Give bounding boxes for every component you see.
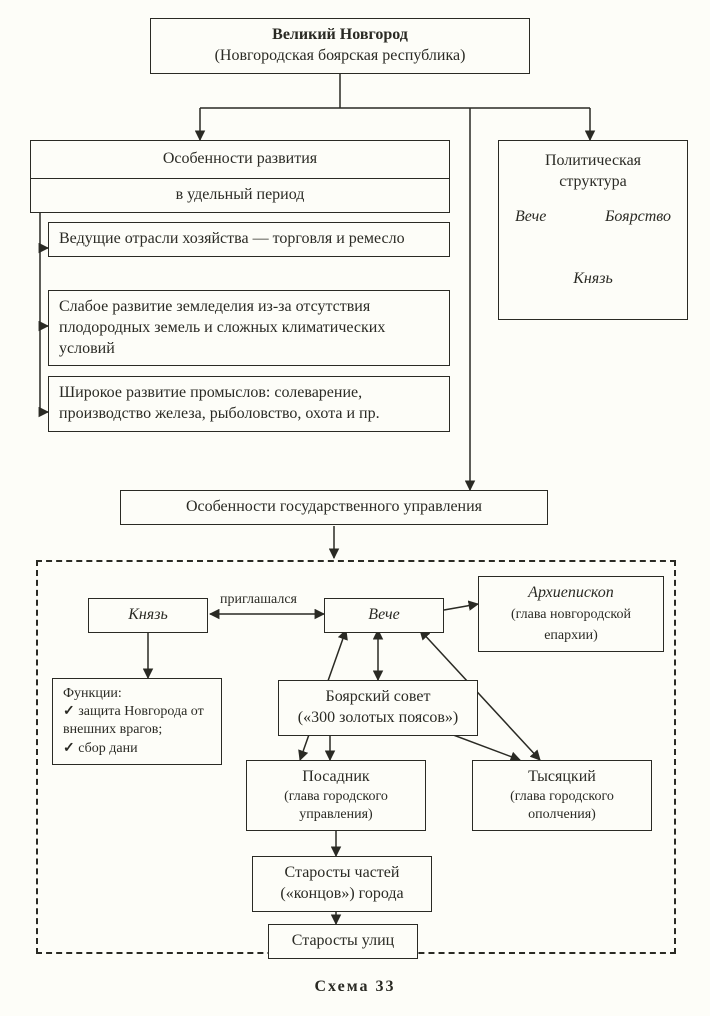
st1-l1: Старосты частей [263,863,421,884]
posadnik-l1: Посадник [257,767,415,788]
gov-tysyatsky: Тысяцкий (глава городского ополчения) [472,760,652,831]
arch-sub: (глава новгородской епархии) [511,607,631,643]
council-l1: Боярский совет [289,687,467,708]
feature-1: Ведущие отрасли хозяйства — торговля и р… [48,222,450,257]
gov-veche: Вече [324,598,444,633]
func-2: сбор дани [63,740,211,758]
polit-header-l1: Политическая [509,151,677,172]
polit-header-l2: структура [509,172,677,193]
gov-knyaz: Князь [88,598,208,633]
gov-posadnik: Посадник (глава городского управления) [246,760,426,831]
tys-l2: (глава городского ополчения) [483,788,641,824]
arch-title: Архиепископ [528,584,614,601]
title-box: Великий Новгород (Новгородская боярская … [150,18,530,74]
tys-l1: Тысяцкий [483,767,641,788]
polit-knyaz: Князь [509,269,677,290]
features-header-l1: Особенности развития [31,141,449,178]
invited-label: приглашался [218,592,299,608]
polit-boyar: Боярство [605,207,671,228]
feature-2: Слабое развитие земледелия из-за отсутст… [48,290,450,366]
features-header: Особенности развития в удельный период [30,140,450,213]
title-sub: (Новгородская боярская республика) [161,46,519,67]
features-header-l2: в удельный период [31,178,449,212]
gov-starosty-ulits: Старосты улиц [268,924,418,959]
func-head: Функции: [63,685,211,703]
gov-council: Боярский совет («300 золотых поясов») [278,680,478,736]
posadnik-l2: (глава городского управления) [257,788,415,824]
polit-veche: Вече [515,207,546,228]
st1-l2: («концов») города [263,884,421,905]
gov-archbishop: Архиепископ (глава новгородской епархии) [478,576,664,652]
caption: Схема 33 [0,978,710,996]
title-main: Великий Новгород [161,25,519,46]
gov-functions: Функции: защита Новгорода от внешних вра… [52,678,222,765]
council-l2: («300 золотых поясов») [289,708,467,729]
gov-header: Особенности государственного управления [120,490,548,525]
func-1: защита Новгорода от внешних врагов; [63,703,211,739]
feature-3: Широкое развитие промыслов: солеварение,… [48,376,450,432]
political-structure-box: Политическая структура Вече Боярство Кня… [498,140,688,320]
gov-starosty-chastey: Старосты частей («концов») города [252,856,432,912]
